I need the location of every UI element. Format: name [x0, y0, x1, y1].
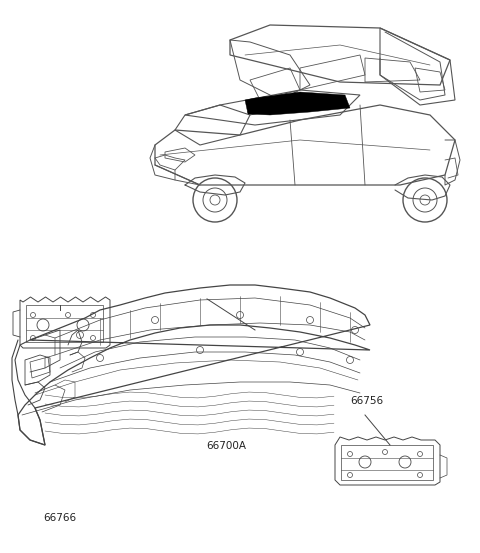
Text: 66756: 66756: [350, 397, 384, 406]
Text: 66766: 66766: [43, 513, 76, 523]
Polygon shape: [245, 92, 350, 115]
Text: 66700A: 66700A: [206, 441, 246, 451]
